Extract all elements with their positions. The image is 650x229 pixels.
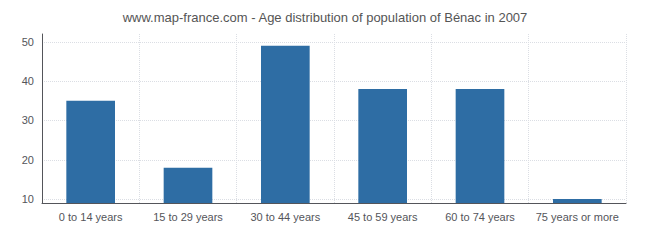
svg-text:15 to 29 years: 15 to 29 years [153, 211, 223, 223]
svg-text:30: 30 [22, 114, 34, 126]
svg-text:40: 40 [22, 75, 34, 87]
svg-text:50: 50 [22, 36, 34, 48]
svg-text:0 to 14 years: 0 to 14 years [59, 211, 123, 223]
svg-text:75 years or more: 75 years or more [536, 211, 619, 223]
svg-text:20: 20 [22, 154, 34, 166]
svg-text:www.map-france.com - Age distr: www.map-france.com - Age distribution of… [122, 10, 528, 25]
svg-text:10: 10 [22, 193, 34, 205]
svg-text:60 to 74 years: 60 to 74 years [445, 211, 515, 223]
svg-text:30 to 44 years: 30 to 44 years [250, 211, 320, 223]
svg-text:45 to 59 years: 45 to 59 years [348, 211, 418, 223]
